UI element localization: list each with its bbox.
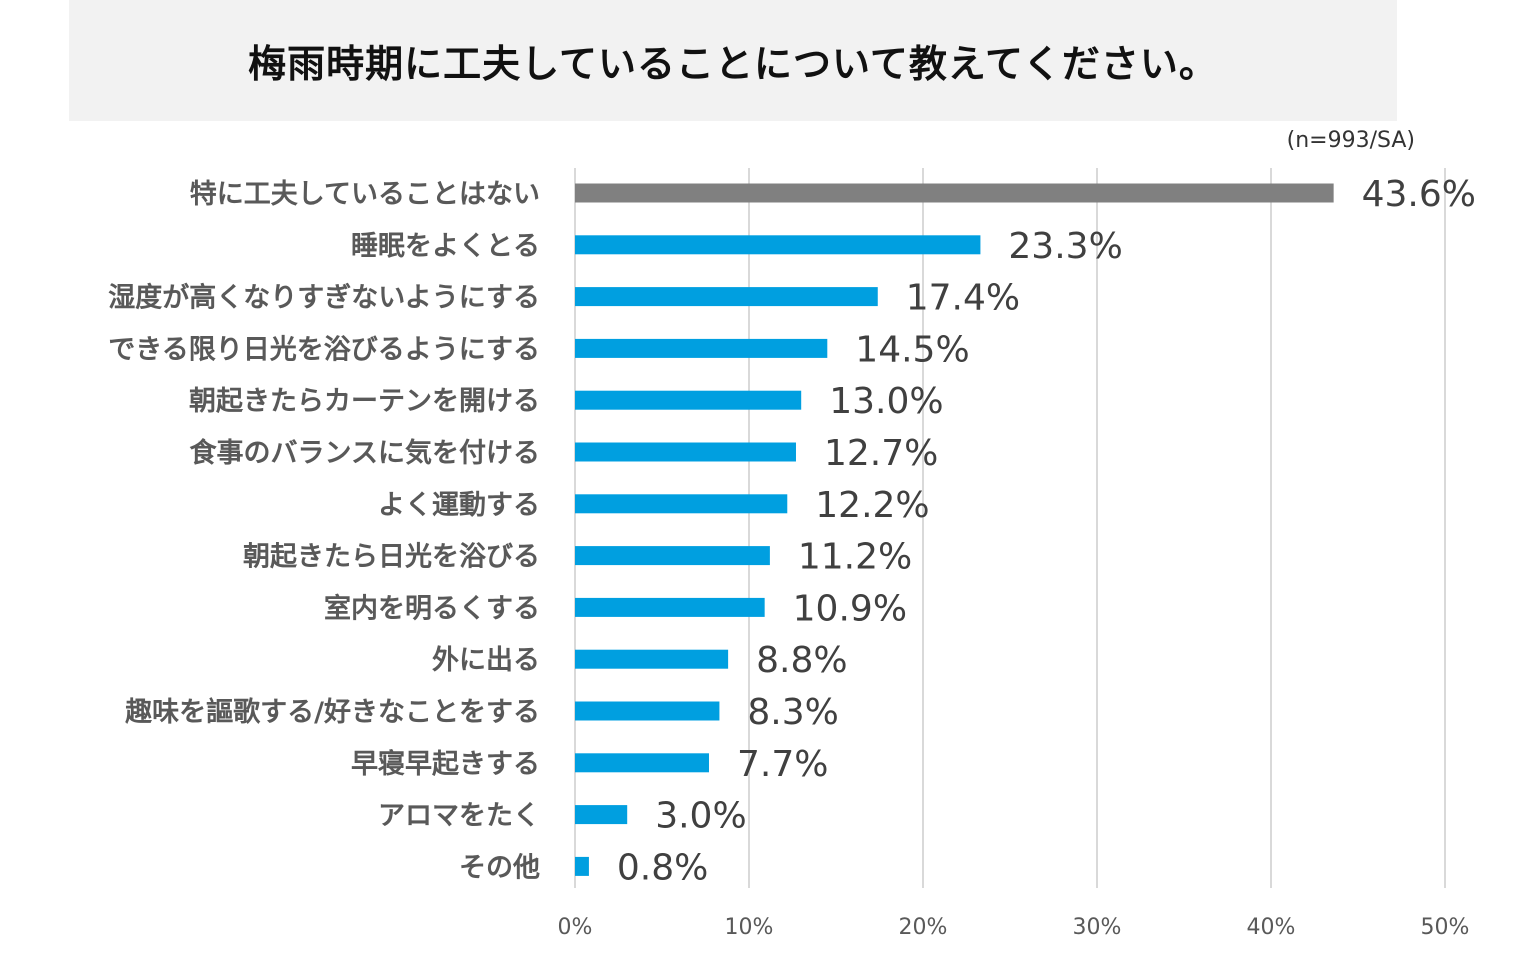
x-tick-label: 30%	[1073, 915, 1122, 940]
category-label: 特に工夫していることはない	[190, 179, 540, 210]
category-label: 趣味を謳歌する/好きなことをする	[124, 696, 540, 728]
bar	[575, 856, 589, 876]
value-label: 8.8%	[756, 640, 847, 681]
bar	[575, 649, 729, 669]
category-label: 朝起きたら日光を浴びる	[243, 542, 540, 573]
value-label: 12.7%	[824, 433, 938, 474]
value-label: 23.3%	[1008, 226, 1122, 267]
sample-size-note: (n=993/SA)	[1286, 128, 1415, 153]
category-label: 睡眠をよくとる	[351, 231, 540, 262]
bar	[575, 597, 765, 617]
bar	[575, 701, 720, 721]
category-label: 食事のバランスに気を付ける	[190, 437, 540, 469]
x-tick-label: 20%	[899, 915, 948, 940]
title-banner: 梅雨時期に工夫していることについて教えてください。	[69, 0, 1397, 121]
category-label: できる限り日光を浴びるようにする	[108, 334, 540, 365]
category-label: 外に出る	[432, 645, 540, 676]
bar	[575, 442, 796, 462]
value-label: 7.7%	[737, 744, 828, 785]
value-label: 11.2%	[798, 537, 912, 578]
value-label: 14.5%	[855, 329, 969, 370]
value-label: 8.3%	[747, 692, 838, 733]
value-label: 3.0%	[655, 796, 746, 837]
category-label: アロマをたく	[378, 801, 540, 832]
bar	[575, 805, 628, 825]
value-label: 43.6%	[1362, 174, 1476, 215]
category-label: 早寝早起きする	[351, 748, 540, 780]
category-label: 朝起きたらカーテンを開ける	[189, 386, 540, 417]
category-label: 湿度が高くなりすぎないようにする	[108, 282, 540, 314]
bar	[575, 546, 770, 566]
value-label: 12.2%	[815, 485, 929, 526]
bar	[575, 183, 1334, 203]
bar	[575, 338, 828, 358]
bar	[575, 287, 878, 307]
x-tick-label: 40%	[1247, 915, 1296, 940]
category-label: よく運動する	[378, 490, 540, 521]
bar	[575, 390, 802, 410]
value-label: 17.4%	[906, 278, 1020, 319]
value-label: 0.8%	[617, 847, 708, 888]
x-tick-label: 50%	[1421, 915, 1470, 940]
bar	[575, 494, 788, 514]
bar	[575, 753, 709, 773]
value-label: 10.9%	[793, 588, 907, 629]
category-label: その他	[459, 852, 540, 883]
chart-title: 梅雨時期に工夫していることについて教えてください。	[248, 42, 1218, 86]
category-label: 室内を明るくする	[324, 592, 540, 624]
value-label: 13.0%	[829, 381, 943, 422]
x-tick-label: 0%	[558, 915, 593, 940]
x-tick-label: 10%	[725, 915, 774, 940]
bar	[575, 235, 981, 255]
